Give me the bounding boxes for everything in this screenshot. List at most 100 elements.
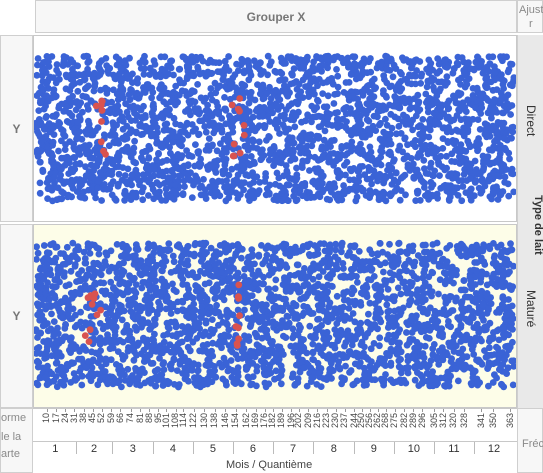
data-point xyxy=(484,97,492,104)
data-point xyxy=(249,138,257,145)
data-point xyxy=(454,377,462,385)
data-point xyxy=(172,164,180,172)
data-point xyxy=(353,113,361,121)
data-point xyxy=(312,113,320,121)
highlight-point[interactable] xyxy=(240,122,248,129)
data-point xyxy=(69,305,77,313)
data-point xyxy=(392,99,400,107)
data-point xyxy=(121,280,129,288)
data-point xyxy=(199,347,207,354)
highlight-point[interactable] xyxy=(236,95,244,102)
data-point xyxy=(356,125,363,133)
data-point xyxy=(308,142,316,150)
data-point xyxy=(231,380,239,387)
highlight-point[interactable] xyxy=(230,140,238,148)
data-point xyxy=(320,136,328,144)
data-point xyxy=(435,263,443,270)
data-point xyxy=(397,369,405,377)
data-point xyxy=(408,80,415,88)
data-point xyxy=(180,123,188,131)
data-point xyxy=(34,381,42,389)
data-point xyxy=(443,64,451,71)
data-point xyxy=(167,64,175,72)
highlight-point[interactable] xyxy=(97,138,105,146)
data-point xyxy=(364,82,371,90)
data-point xyxy=(272,367,280,375)
data-point xyxy=(291,123,299,131)
highlight-point[interactable] xyxy=(240,131,248,139)
data-point xyxy=(433,239,441,247)
data-point xyxy=(508,102,516,109)
data-point xyxy=(171,267,179,275)
data-point xyxy=(443,164,450,172)
data-point xyxy=(245,262,253,270)
highlight-point[interactable] xyxy=(236,107,243,115)
plot-panel-mature[interactable] xyxy=(33,224,517,408)
highlight-point[interactable] xyxy=(228,101,236,109)
group-x-label: Grouper X xyxy=(246,9,306,24)
data-point xyxy=(143,81,151,88)
data-point xyxy=(248,350,256,358)
data-point xyxy=(199,57,207,65)
highlight-point[interactable] xyxy=(98,118,105,125)
data-point xyxy=(39,166,47,174)
data-point xyxy=(109,303,116,311)
highlight-point[interactable] xyxy=(230,152,238,160)
data-point xyxy=(43,53,51,60)
data-point xyxy=(342,124,350,132)
data-point xyxy=(404,353,412,360)
plot-panel-direct[interactable] xyxy=(33,35,517,222)
data-point xyxy=(181,183,188,191)
data-point xyxy=(375,158,382,166)
data-point xyxy=(160,359,168,366)
data-point xyxy=(59,127,67,135)
data-point xyxy=(360,60,368,67)
data-point xyxy=(34,249,42,257)
data-point xyxy=(383,301,391,309)
data-point xyxy=(322,145,330,152)
data-point xyxy=(222,107,230,114)
data-point xyxy=(276,96,284,104)
data-point xyxy=(307,267,314,274)
data-point xyxy=(34,334,41,341)
y-dropzone-bottom[interactable]: Y xyxy=(0,224,33,408)
data-point xyxy=(113,241,121,248)
highlight-point[interactable] xyxy=(236,149,244,157)
data-point xyxy=(54,184,62,192)
highlight-point[interactable] xyxy=(98,107,106,114)
data-point xyxy=(394,351,401,358)
data-point xyxy=(307,333,314,340)
data-point xyxy=(247,153,255,160)
data-point xyxy=(367,166,375,174)
data-point xyxy=(450,188,458,196)
data-point xyxy=(52,283,60,290)
data-point xyxy=(353,193,361,201)
data-point xyxy=(84,59,92,66)
data-point xyxy=(119,125,127,133)
data-point xyxy=(86,250,94,257)
highlight-point[interactable] xyxy=(102,150,109,158)
data-point xyxy=(55,263,62,271)
data-point xyxy=(255,138,263,146)
data-point xyxy=(421,133,429,140)
data-point xyxy=(439,333,446,341)
data-point xyxy=(491,138,498,146)
data-point xyxy=(342,79,350,86)
data-point xyxy=(314,96,321,104)
group-x-dropzone[interactable]: Grouper X xyxy=(35,0,517,33)
data-point xyxy=(96,334,104,342)
data-point xyxy=(158,197,166,204)
highlight-point[interactable] xyxy=(97,101,105,109)
data-point xyxy=(502,310,510,318)
data-point xyxy=(476,126,484,133)
data-point xyxy=(48,53,56,60)
data-point xyxy=(112,53,120,61)
y-dropzone-top[interactable]: Y xyxy=(0,35,33,222)
data-point xyxy=(305,135,313,143)
data-point xyxy=(377,318,385,326)
data-point xyxy=(289,370,297,378)
fit-dropzone[interactable]: Ajust r xyxy=(517,0,543,33)
data-point xyxy=(175,65,183,73)
data-point xyxy=(163,136,171,144)
data-point xyxy=(190,181,197,189)
